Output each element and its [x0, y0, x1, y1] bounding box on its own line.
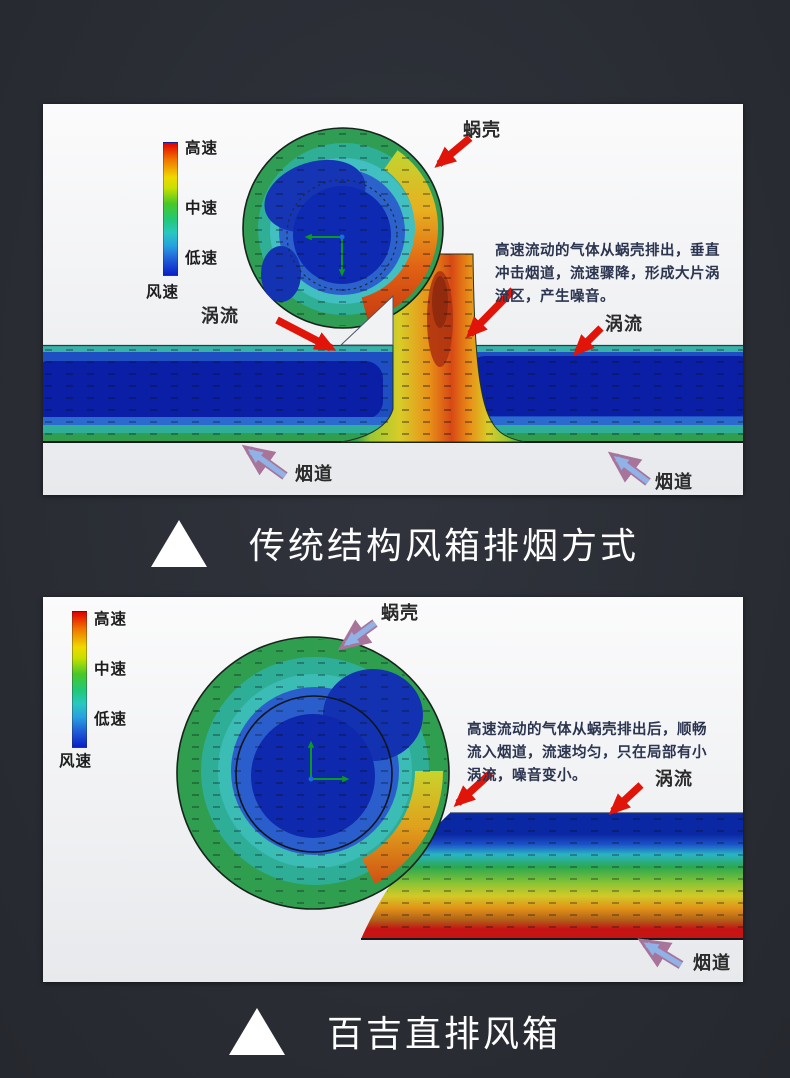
note-line: 涡流，噪音变小。	[467, 768, 587, 784]
triangle-bullet-icon	[150, 519, 207, 567]
cfd-simulation-traditional	[43, 127, 743, 486]
volute-arrow	[337, 619, 378, 651]
note-line: 冲击烟道，流速骤降，形成大片涡	[495, 266, 720, 282]
legend-low-label: 低速	[94, 711, 128, 728]
volute-label: 蜗壳	[463, 120, 501, 140]
triangle-bullet-icon	[228, 1007, 285, 1055]
legend-mid-label: 中速	[185, 200, 219, 217]
legend-axis-title: 风速	[146, 284, 180, 301]
duct-right-arrow	[607, 451, 651, 486]
vortex-right-arrow	[572, 325, 604, 357]
cfd-panel-direct-exhaust: 高速 中速 低速 风速 蜗壳 涡流 烟道 高速流动的气体从蜗壳排出后，顺畅 流入…	[43, 597, 743, 982]
flow-vectors	[43, 130, 743, 442]
duct-inlet-lip	[339, 294, 394, 346]
vortex-left-label: 涡流	[201, 306, 239, 326]
duct-left-label: 烟道	[295, 464, 333, 484]
duct-left-arrow	[241, 444, 288, 480]
note-line: 高速流动的气体从蜗壳排出，垂直	[495, 243, 720, 259]
annotation-arrows	[337, 619, 684, 969]
caption-traditional: 传统结构风箱排烟方式	[0, 512, 790, 574]
vortex-arrow	[608, 782, 644, 816]
legend-high-label: 高速	[185, 140, 219, 157]
volute-label: 蜗壳	[381, 603, 419, 623]
note-line: 流入烟道，流速均匀，只在局部有小	[467, 745, 707, 761]
note-line: 高速流动的气体从蜗壳排出后，顺畅	[467, 722, 707, 738]
vortex-left-arrow	[275, 316, 337, 352]
caption-direct-exhaust: 百吉直排风箱	[0, 1000, 790, 1062]
volute-arrow	[434, 135, 473, 168]
note-arrow	[465, 287, 516, 339]
annotation-arrows	[241, 135, 651, 486]
legend-axis-title: 风速	[59, 753, 93, 770]
cfd-simulation-direct-exhaust	[176, 619, 743, 969]
caption-direct-exhaust-text: 百吉直排风箱	[326, 1013, 561, 1054]
explanation-note: 高速流动的气体从蜗壳排出后，顺畅 流入烟道，流速均匀，只在局部有小 涡流，噪音变…	[467, 719, 707, 788]
note-line: 流区，产生噪音。	[495, 289, 615, 305]
vortex-right-label: 涡流	[605, 314, 643, 334]
duct-arrow	[637, 938, 684, 969]
legend-mid-label: 中速	[94, 661, 128, 678]
caption-traditional-text: 传统结构风箱排烟方式	[248, 525, 639, 566]
vortex-label: 涡流	[655, 769, 693, 789]
note-arrow	[453, 770, 494, 808]
velocity-colorbar	[72, 611, 87, 748]
duct-right-label: 烟道	[655, 472, 693, 492]
legend-high-label: 高速	[94, 611, 128, 628]
legend-low-label: 低速	[185, 250, 219, 267]
flow-vectors	[179, 639, 743, 937]
duct-label: 烟道	[693, 953, 731, 973]
velocity-colorbar	[163, 142, 178, 276]
explanation-note: 高速流动的气体从蜗壳排出，垂直 冲击烟道，流速骤降，形成大片涡 流区，产生噪音。	[495, 240, 720, 309]
cfd-panel-traditional: 高速 中速 低速 风速 蜗壳 涡流 涡流 烟道 烟道 高速流动的气体从蜗壳排出，…	[43, 104, 743, 495]
